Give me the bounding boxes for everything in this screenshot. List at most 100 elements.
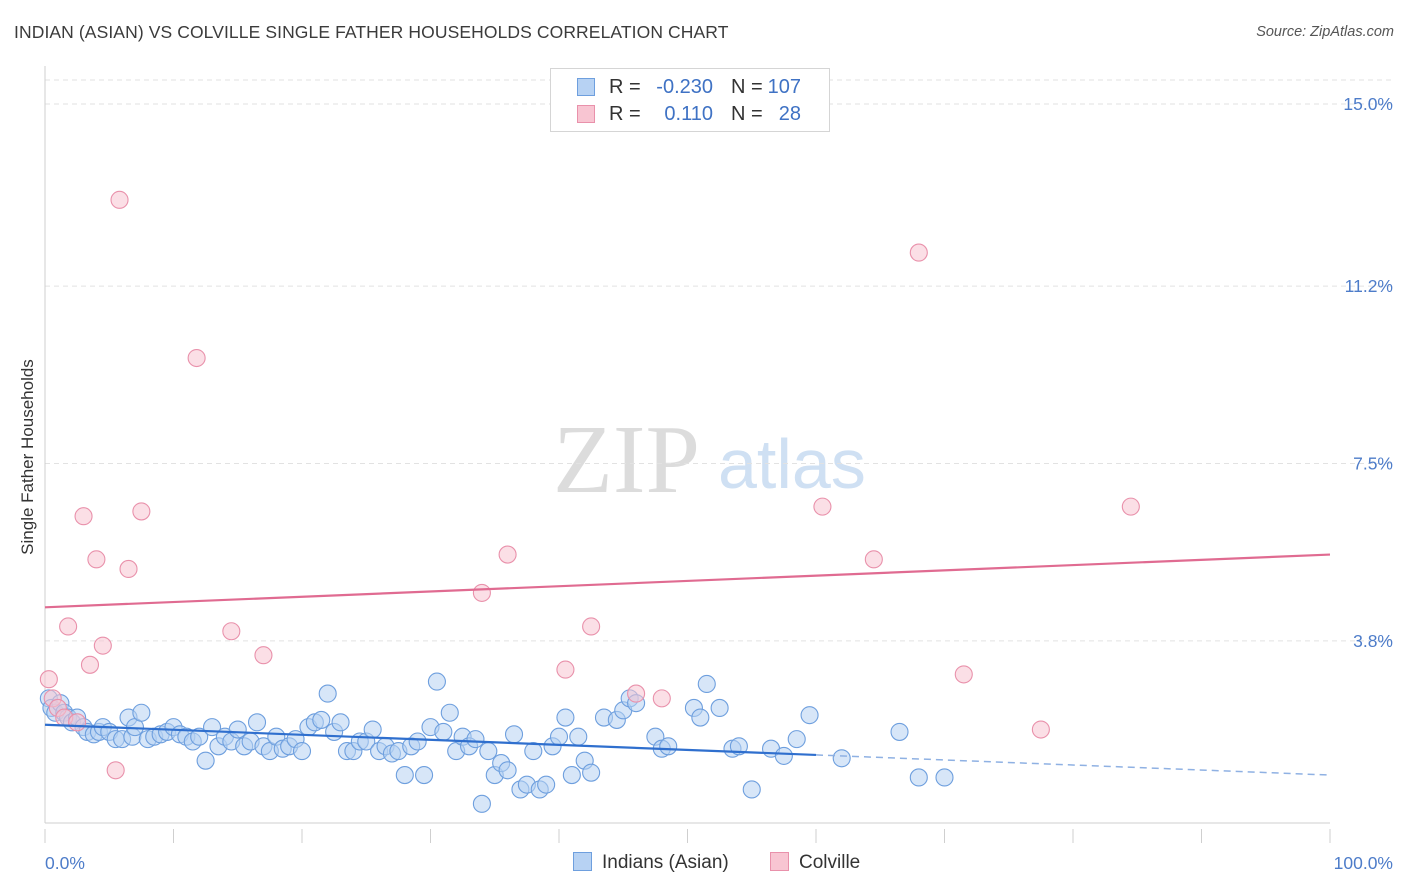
data-point xyxy=(222,622,241,641)
data-point xyxy=(395,766,414,785)
series-colville xyxy=(39,190,1140,780)
data-point xyxy=(582,617,601,636)
data-point xyxy=(498,761,517,780)
data-point xyxy=(729,737,748,756)
data-point xyxy=(110,190,129,209)
watermark-zip: ZIP xyxy=(553,406,700,514)
data-point xyxy=(331,713,350,732)
data-point xyxy=(504,725,524,744)
trend-line-colville xyxy=(44,553,1331,609)
data-point xyxy=(710,698,729,718)
data-point xyxy=(190,727,209,746)
gridlines xyxy=(45,79,1395,642)
data-point xyxy=(59,617,78,636)
data-point xyxy=(106,761,125,780)
data-point xyxy=(524,742,543,761)
y-tick-label: 3.8% xyxy=(1353,631,1393,651)
data-point xyxy=(363,720,382,739)
data-point xyxy=(434,722,453,741)
y-tick-label: 15.0% xyxy=(1343,94,1393,114)
data-point xyxy=(691,708,710,727)
data-point xyxy=(1121,497,1140,516)
data-point xyxy=(954,665,973,684)
data-point xyxy=(569,727,588,746)
y-tick-label: 11.2% xyxy=(1345,276,1393,296)
data-point xyxy=(562,766,581,785)
chart-source: Source: ZipAtlas.com xyxy=(1256,24,1394,40)
data-point xyxy=(498,545,517,564)
data-point xyxy=(119,559,138,578)
data-point xyxy=(909,243,928,262)
data-point xyxy=(318,684,337,703)
data-point xyxy=(39,670,58,689)
data-point xyxy=(80,655,100,674)
legend-n-label: N = xyxy=(731,103,763,125)
data-point xyxy=(87,550,106,569)
legend-swatch-colville xyxy=(770,852,789,871)
data-point xyxy=(187,348,206,368)
legend-row-indians: R = -0.230 N = 107 xyxy=(551,74,829,100)
data-point xyxy=(774,746,793,765)
data-point xyxy=(415,766,434,785)
data-point xyxy=(909,768,928,787)
legend-r-value: 0.110 xyxy=(664,103,713,125)
data-point xyxy=(652,689,671,708)
trend-line-indians xyxy=(44,723,817,757)
legend-n-label: N = xyxy=(731,76,763,98)
data-point xyxy=(890,722,909,741)
legend-r-label: R = xyxy=(609,103,641,125)
legend-n-value: 107 xyxy=(767,76,801,98)
data-point xyxy=(549,727,569,746)
legend-n-value: 28 xyxy=(778,103,801,125)
data-point xyxy=(247,713,267,732)
x-tick-label: 100.0% xyxy=(1334,853,1393,873)
data-point xyxy=(93,636,112,655)
data-point xyxy=(556,660,575,679)
data-point xyxy=(537,775,556,794)
data-point xyxy=(832,749,851,768)
data-point xyxy=(132,703,151,722)
legend-swatch-colville xyxy=(577,105,595,123)
watermark: ZIP atlas xyxy=(553,406,866,514)
data-point xyxy=(556,708,575,727)
data-point xyxy=(479,742,498,761)
stats-legend: R = -0.230 N = 107 R = 0.110 N = 28 xyxy=(550,68,830,132)
data-point xyxy=(659,737,678,756)
legend-r-label: R = xyxy=(609,76,641,98)
legend-item-colville[interactable]: Colville xyxy=(770,852,860,874)
data-point xyxy=(1031,720,1050,739)
data-point xyxy=(427,672,446,691)
data-point xyxy=(582,763,601,782)
data-point xyxy=(627,684,646,703)
data-point xyxy=(254,646,273,665)
data-point xyxy=(864,550,883,569)
trend-line-indians-extension xyxy=(815,754,1331,776)
data-point xyxy=(472,583,491,602)
legend-swatch-indians xyxy=(577,78,595,96)
legend-item-indians[interactable]: Indians (Asian) xyxy=(573,852,729,874)
legend-swatch-indians xyxy=(573,852,592,871)
data-point xyxy=(312,710,331,729)
legend-label-indians: Indians (Asian) xyxy=(602,852,729,873)
data-point xyxy=(697,674,716,694)
series-layer xyxy=(39,190,1140,813)
data-point xyxy=(132,502,151,521)
x-tick-label: 0.0% xyxy=(45,853,85,873)
trend-layer xyxy=(44,553,1331,776)
legend-r-value: -0.230 xyxy=(656,76,713,98)
data-point xyxy=(408,732,427,751)
watermark-atlas: atlas xyxy=(718,425,866,503)
chart-title: INDIAN (ASIAN) VS COLVILLE SINGLE FATHER… xyxy=(14,22,729,42)
data-point xyxy=(787,730,806,749)
data-point xyxy=(472,794,491,813)
data-point xyxy=(466,730,485,749)
legend-label-colville: Colville xyxy=(799,852,861,873)
data-point xyxy=(440,703,459,722)
data-point xyxy=(742,780,761,799)
data-point xyxy=(935,768,954,787)
tick-labels: 3.8% 7.5% 11.2% 15.0% 0.0% 100.0% xyxy=(45,94,1393,873)
data-point xyxy=(813,497,832,516)
data-point xyxy=(68,713,87,732)
data-point xyxy=(800,706,819,725)
